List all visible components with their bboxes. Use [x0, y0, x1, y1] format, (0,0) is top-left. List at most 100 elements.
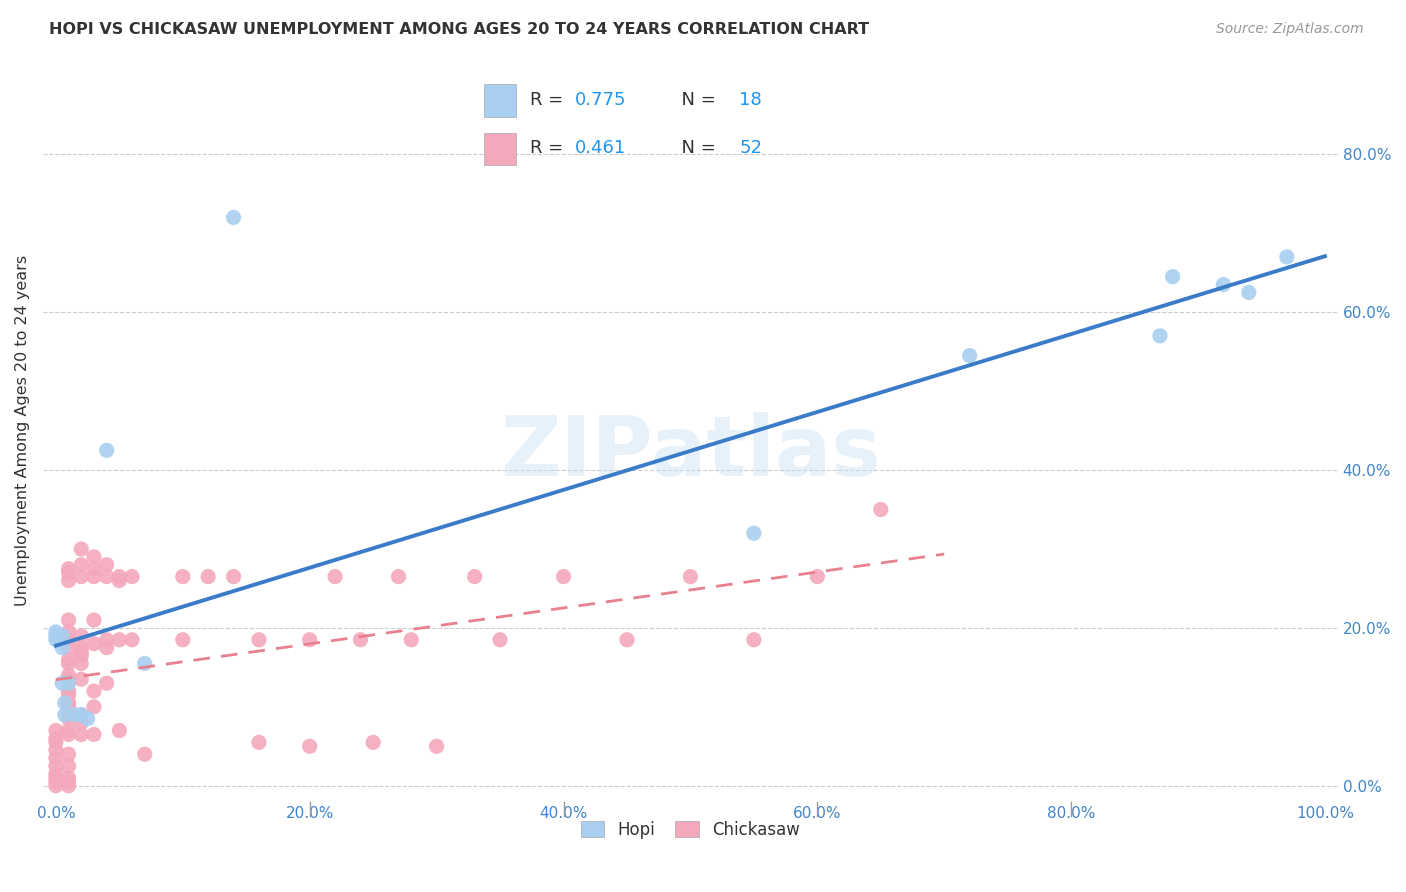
Point	[869, 502, 891, 516]
Point	[349, 632, 371, 647]
Point	[70, 569, 93, 583]
Point	[134, 657, 156, 671]
Point	[70, 727, 93, 741]
Point	[58, 775, 80, 789]
Point	[58, 723, 80, 738]
Point	[426, 739, 449, 754]
Point	[45, 723, 67, 738]
Point	[70, 648, 93, 663]
Point	[108, 632, 131, 647]
Point	[58, 672, 80, 686]
Point	[58, 696, 80, 710]
Point	[83, 549, 105, 564]
Point	[298, 739, 321, 754]
Point	[58, 684, 80, 698]
Point	[58, 699, 80, 714]
Point	[70, 629, 93, 643]
Point	[83, 727, 105, 741]
Point	[58, 632, 80, 647]
Point	[83, 637, 105, 651]
Point	[197, 569, 219, 583]
Point	[489, 632, 512, 647]
Point	[76, 712, 98, 726]
Point	[58, 676, 80, 690]
Point	[616, 632, 638, 647]
Point	[58, 707, 80, 722]
Point	[108, 723, 131, 738]
Point	[53, 707, 76, 722]
Point	[298, 632, 321, 647]
Point	[1161, 269, 1184, 284]
Point	[134, 747, 156, 762]
Point	[83, 699, 105, 714]
Point	[45, 759, 67, 773]
Point	[1237, 285, 1260, 300]
Point	[959, 349, 981, 363]
Point	[387, 569, 409, 583]
Point	[45, 779, 67, 793]
Point	[83, 684, 105, 698]
Point	[51, 629, 73, 643]
Point	[83, 562, 105, 576]
Point	[70, 715, 93, 730]
Point	[45, 629, 67, 643]
Point	[51, 676, 73, 690]
Point	[742, 526, 765, 541]
Point	[464, 569, 486, 583]
Point	[58, 657, 80, 671]
Point	[58, 668, 80, 682]
Point	[63, 707, 86, 722]
Point	[323, 569, 346, 583]
Text: ZIPatlas: ZIPatlas	[501, 412, 882, 493]
Point	[742, 632, 765, 647]
Point	[96, 558, 118, 572]
Point	[108, 574, 131, 588]
Point	[679, 569, 702, 583]
Point	[45, 731, 67, 746]
Legend: Hopi, Chickasaw: Hopi, Chickasaw	[574, 814, 807, 846]
Point	[361, 735, 384, 749]
Point	[222, 569, 245, 583]
Point	[58, 712, 80, 726]
Point	[58, 652, 80, 666]
Point	[70, 707, 93, 722]
Text: HOPI VS CHICKASAW UNEMPLOYMENT AMONG AGES 20 TO 24 YEARS CORRELATION CHART: HOPI VS CHICKASAW UNEMPLOYMENT AMONG AGE…	[49, 22, 869, 37]
Point	[172, 632, 194, 647]
Point	[247, 735, 270, 749]
Point	[96, 569, 118, 583]
Point	[96, 640, 118, 655]
Point	[58, 624, 80, 639]
Point	[247, 632, 270, 647]
Point	[58, 747, 80, 762]
Point	[45, 775, 67, 789]
Point	[121, 632, 143, 647]
Point	[70, 541, 93, 556]
Point	[51, 640, 73, 655]
Point	[58, 759, 80, 773]
Point	[45, 735, 67, 749]
Point	[58, 727, 80, 741]
Point	[53, 696, 76, 710]
Point	[70, 707, 93, 722]
Point	[70, 644, 93, 658]
Point	[45, 624, 67, 639]
Point	[96, 676, 118, 690]
Point	[70, 657, 93, 671]
Point	[96, 443, 118, 458]
Point	[806, 569, 828, 583]
Point	[108, 569, 131, 583]
Text: Source: ZipAtlas.com: Source: ZipAtlas.com	[1216, 22, 1364, 37]
Point	[58, 562, 80, 576]
Point	[70, 672, 93, 686]
Point	[45, 743, 67, 757]
Point	[553, 569, 575, 583]
Point	[1149, 329, 1171, 343]
Y-axis label: Unemployment Among Ages 20 to 24 years: Unemployment Among Ages 20 to 24 years	[15, 255, 30, 607]
Point	[58, 574, 80, 588]
Point	[58, 613, 80, 627]
Point	[1212, 277, 1234, 292]
Point	[58, 640, 80, 655]
Point	[70, 558, 93, 572]
Point	[96, 632, 118, 647]
Point	[83, 569, 105, 583]
